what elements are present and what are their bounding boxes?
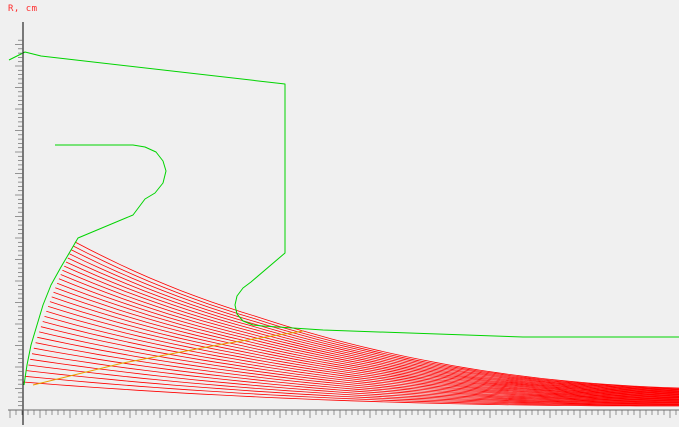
trajectory-line	[73, 245, 679, 389]
trajectory-line	[47, 306, 679, 398]
trajectory-line	[40, 326, 679, 401]
trajectory-line	[56, 282, 679, 395]
trajectory-line	[64, 265, 679, 393]
trajectory-line	[22, 381, 679, 407]
trajectory-line	[26, 370, 679, 406]
trajectory-line	[67, 257, 679, 391]
trajectory-line	[37, 336, 679, 402]
trajectory-line	[49, 301, 679, 398]
trajectory-line	[42, 321, 679, 400]
trajectory-line	[58, 278, 679, 394]
cathode-contour	[23, 144, 167, 386]
trajectory-line	[31, 353, 679, 404]
trajectory-line	[51, 296, 679, 397]
reference-trajectory-line	[32, 330, 304, 386]
y-axis-label: R, cm	[8, 4, 38, 14]
trajectory-line	[65, 261, 679, 392]
trajectory-line	[46, 310, 679, 399]
trajectory-line	[74, 241, 679, 389]
trajectory-line	[35, 342, 679, 403]
trajectory-line	[39, 331, 679, 401]
trajectory-line	[71, 249, 679, 390]
trajectory-line	[60, 274, 679, 394]
trajectory-line	[62, 269, 679, 393]
trajectory-line	[69, 253, 679, 391]
trajectory-line	[24, 375, 679, 406]
trajectory-line	[33, 347, 679, 403]
trajectory-line	[28, 364, 679, 405]
trajectory-line	[30, 358, 679, 404]
trajectory-line	[44, 316, 679, 399]
anode-contour	[8, 51, 679, 338]
trajectory-line	[53, 291, 679, 396]
trajectory-line	[55, 287, 679, 396]
